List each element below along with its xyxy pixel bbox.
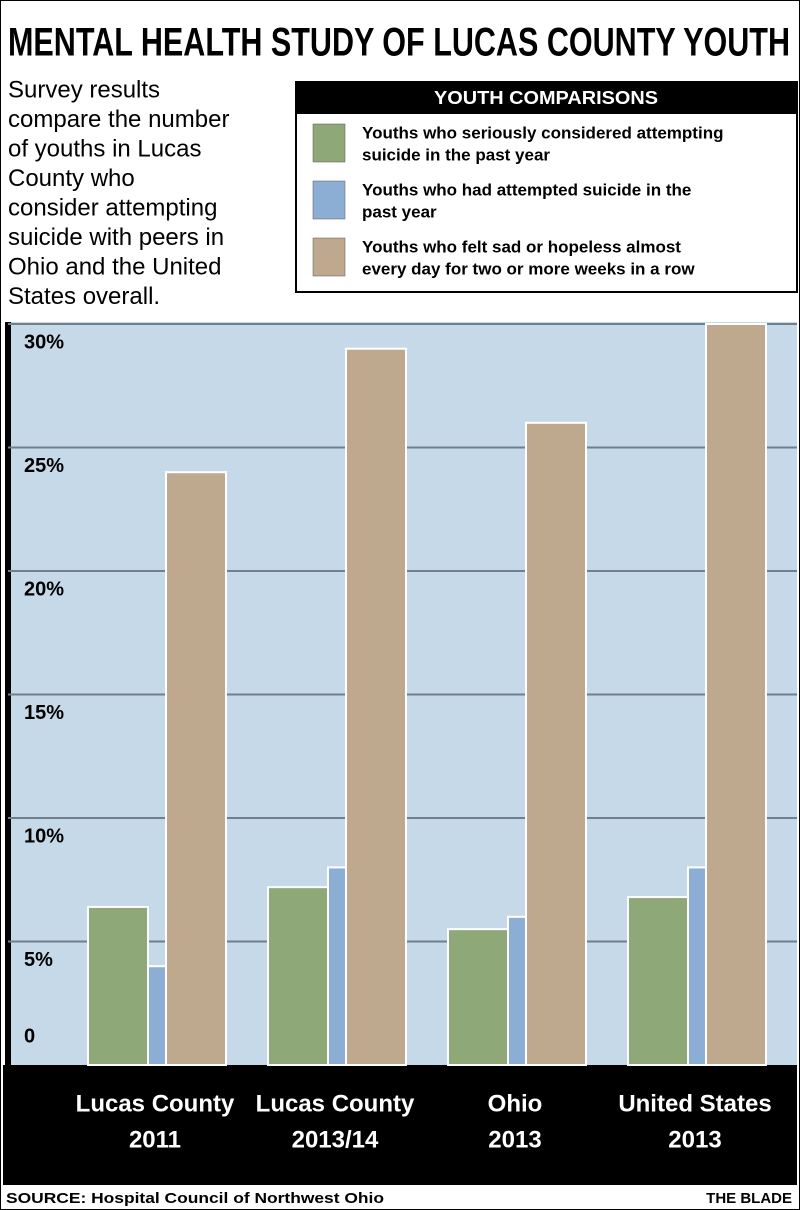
y-tick-label: 25% xyxy=(24,455,64,477)
bar xyxy=(267,886,329,1066)
y-tick-label: 0 xyxy=(24,1025,35,1047)
x-tick-label: 2013 xyxy=(488,1126,541,1153)
description-line: County who xyxy=(8,165,135,192)
x-tick-label: Lucas County xyxy=(256,1090,415,1117)
legend-box xyxy=(295,81,798,293)
legend-label: Youths who felt sad or hopeless almost xyxy=(362,237,681,256)
bar xyxy=(705,323,767,1066)
y-tick-label: 30% xyxy=(24,331,64,353)
credit: THE BLADE xyxy=(706,1190,792,1207)
bar xyxy=(345,347,407,1066)
x-tick-label: 2011 xyxy=(129,1126,181,1153)
bar xyxy=(525,421,587,1066)
y-tick-label: 5% xyxy=(24,949,53,971)
bar xyxy=(627,896,689,1066)
x-tick-label: Ohio xyxy=(488,1090,543,1117)
x-tick-label: 2013/14 xyxy=(292,1126,379,1153)
y-tick-label: 15% xyxy=(24,702,64,724)
x-tick-label: 2013 xyxy=(668,1126,721,1153)
chart-title: MENTAL HEALTH STUDY OF LUCAS COUNTY YOUT… xyxy=(8,21,790,65)
description-line: consider attempting xyxy=(8,194,217,221)
description-line: suicide with peers in xyxy=(8,224,224,251)
bar xyxy=(447,928,509,1067)
legend-label: Youths who had attempted suicide in the xyxy=(362,180,691,199)
y-tick-label: 20% xyxy=(24,578,64,600)
legend-label: suicide in the past year xyxy=(362,145,550,164)
legend-header xyxy=(296,82,797,114)
description-line: Ohio and the United xyxy=(8,253,221,280)
legend-label: Youths who seriously considered attempti… xyxy=(362,123,723,142)
bar xyxy=(165,471,227,1066)
legend-label: past year xyxy=(362,202,437,221)
description-line: compare the number xyxy=(8,106,229,133)
y-tick-label: 10% xyxy=(24,825,64,847)
legend-label: every day for two or more weeks in a row xyxy=(362,259,695,278)
legend-title: YOUTH COMPARISONS xyxy=(434,88,658,108)
category-band xyxy=(3,1065,797,1185)
legend-swatch xyxy=(312,123,346,163)
description-line: States overall. xyxy=(8,283,160,310)
description-line: Survey results xyxy=(8,76,160,103)
x-tick-label: Lucas County xyxy=(76,1090,235,1117)
legend-swatch xyxy=(312,180,346,220)
x-tick-label: United States xyxy=(618,1090,771,1117)
description-line: of youths in Lucas xyxy=(8,135,201,162)
bar xyxy=(87,905,149,1066)
source: SOURCE: Hospital Council of Northwest Oh… xyxy=(6,1190,384,1207)
legend-swatch xyxy=(312,237,346,277)
